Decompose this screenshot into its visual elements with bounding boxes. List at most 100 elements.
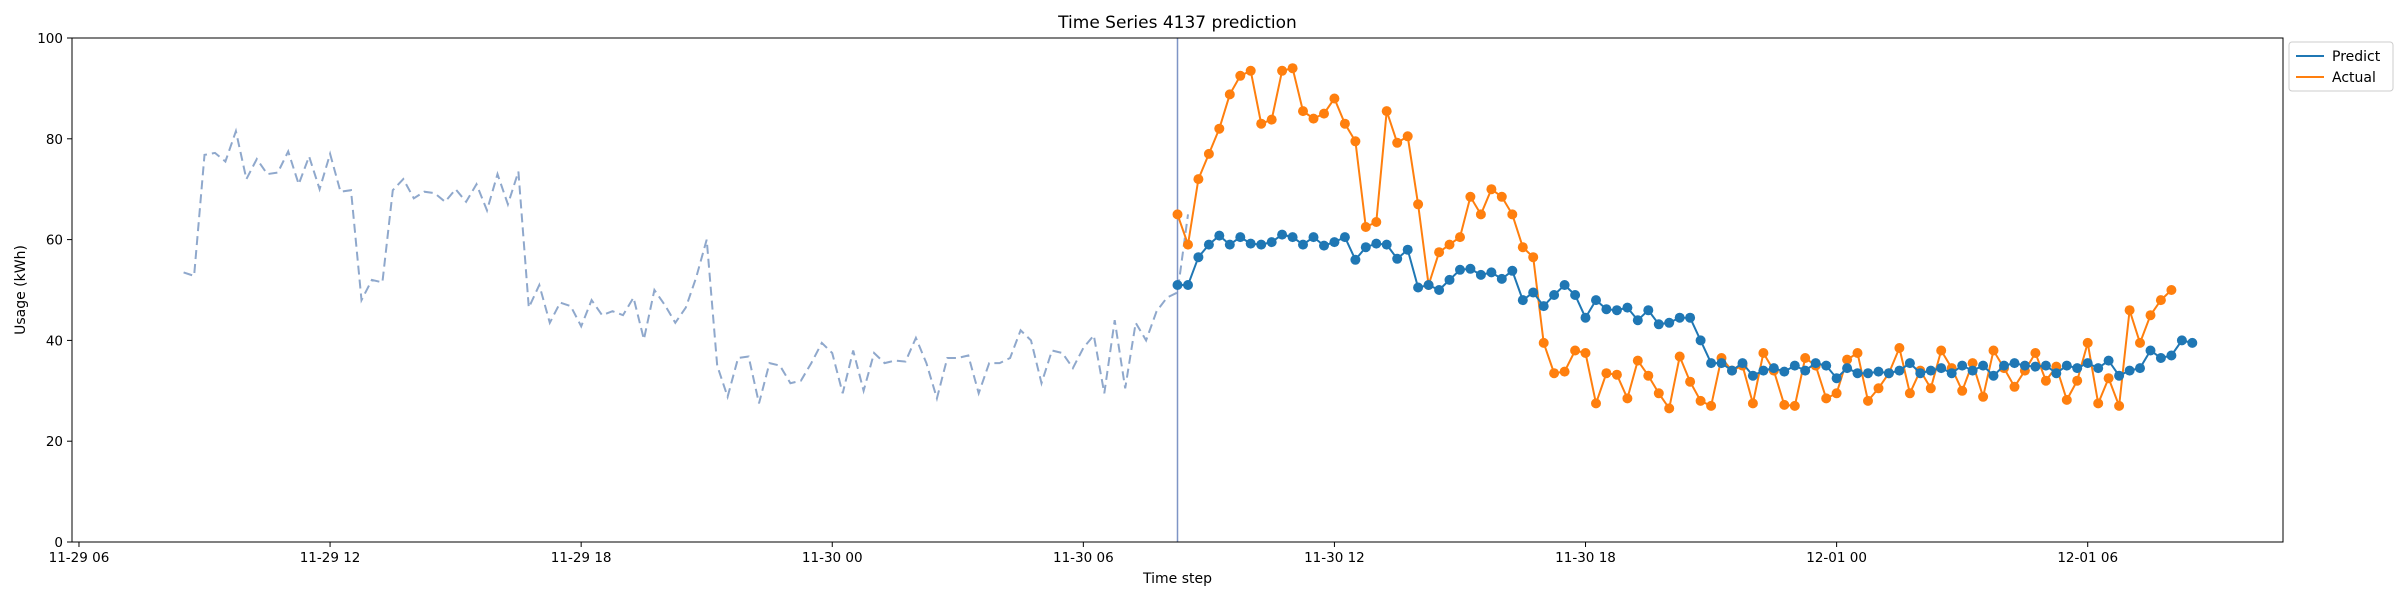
actual-point bbox=[1601, 368, 1612, 379]
predict-point bbox=[1360, 242, 1371, 253]
actual-point bbox=[1266, 114, 1277, 125]
actual-point bbox=[1371, 217, 1382, 227]
predict-point bbox=[1988, 370, 1999, 381]
predict-point bbox=[1277, 229, 1288, 240]
predict-point bbox=[1737, 358, 1748, 369]
predict-point bbox=[2166, 350, 2177, 361]
actual-point bbox=[1988, 345, 1999, 356]
actual-point bbox=[1224, 89, 1235, 100]
predict-point bbox=[1203, 239, 1214, 250]
chart-title: Time Series 4137 prediction bbox=[1057, 13, 1297, 33]
actual-point bbox=[1538, 337, 1549, 348]
predict-point bbox=[2082, 358, 2093, 369]
actual-point bbox=[2093, 398, 2104, 409]
y-tick-label: 80 bbox=[46, 132, 63, 148]
actual-point bbox=[2030, 348, 2041, 358]
y-tick-label: 60 bbox=[46, 233, 63, 249]
actual-point bbox=[1559, 366, 1570, 377]
predict-point bbox=[2176, 335, 2187, 346]
predict-point bbox=[1570, 290, 1581, 300]
actual-point bbox=[1203, 148, 1214, 159]
actual-point bbox=[2114, 400, 2125, 411]
predict-point bbox=[1852, 368, 1863, 379]
predict-point bbox=[2124, 365, 2135, 376]
actual-point bbox=[1193, 174, 1204, 185]
predict-point bbox=[1549, 290, 1560, 300]
history-series-line bbox=[183, 127, 1189, 404]
predict-point bbox=[2155, 353, 2166, 363]
y-tick-label: 20 bbox=[46, 434, 63, 450]
predict-point bbox=[1444, 274, 1455, 285]
actual-point bbox=[1319, 108, 1329, 119]
actual-point bbox=[1517, 242, 1528, 253]
predict-point bbox=[1758, 365, 1769, 376]
predict-point bbox=[1842, 363, 1853, 374]
predict-point bbox=[1172, 280, 1183, 290]
actual-point bbox=[1235, 70, 1246, 81]
y-axis-label: Usage (kWh) bbox=[13, 245, 29, 335]
actual-point bbox=[1685, 376, 1696, 387]
predict-point bbox=[1496, 273, 1507, 284]
predict-point bbox=[1821, 360, 1832, 371]
actual-point bbox=[1496, 191, 1507, 202]
x-tick-label: 11-29 06 bbox=[49, 550, 110, 566]
actual-point bbox=[2135, 337, 2145, 348]
x-tick-label: 11-29 12 bbox=[300, 550, 361, 566]
predict-point bbox=[1308, 232, 1319, 243]
actual-point bbox=[1528, 252, 1539, 263]
actual-point bbox=[2082, 337, 2093, 348]
actual-point bbox=[1580, 348, 1591, 358]
predict-point bbox=[1298, 239, 1308, 250]
x-axis-ticks: 11-29 06 11-29 12 11-29 18 11-30 00 11-30 06… bbox=[49, 542, 2118, 566]
actual-point bbox=[1413, 199, 1424, 210]
actual-point bbox=[2124, 305, 2135, 316]
actual-point bbox=[1329, 93, 1340, 104]
predict-point bbox=[1329, 237, 1340, 248]
actual-point bbox=[1183, 239, 1193, 250]
actual-point bbox=[1800, 353, 1811, 363]
actual-point bbox=[1308, 113, 1319, 124]
predict-point bbox=[1256, 239, 1267, 250]
predict-point bbox=[1863, 368, 1873, 379]
actual-point bbox=[1549, 368, 1560, 379]
predict-point bbox=[1559, 280, 1570, 290]
predict-point bbox=[1339, 232, 1350, 243]
predict-point bbox=[2072, 363, 2083, 374]
actual-point bbox=[1486, 184, 1497, 195]
predict-point bbox=[1224, 239, 1235, 250]
predict-point bbox=[1507, 265, 1518, 276]
predict-point bbox=[2040, 360, 2051, 371]
actual-point bbox=[1350, 136, 1361, 147]
predict-point bbox=[1747, 370, 1758, 381]
actual-point bbox=[1978, 391, 1989, 402]
actual-point bbox=[1936, 345, 1947, 356]
actual-point bbox=[1957, 385, 1968, 396]
predict-point bbox=[1999, 360, 2009, 371]
predict-point bbox=[1423, 280, 1434, 290]
predict-point bbox=[1706, 358, 1717, 369]
predict-point bbox=[2009, 358, 2020, 369]
predict-point bbox=[1591, 295, 1601, 306]
predict-point bbox=[1946, 368, 1957, 379]
predict-point bbox=[1768, 363, 1779, 374]
predict-point bbox=[1643, 305, 1654, 316]
x-tick-label: 11-30 18 bbox=[1555, 550, 1616, 566]
y-axis-ticks: 0 20 40 60 80 100 bbox=[37, 31, 72, 551]
legend: Predict Actual bbox=[2288, 41, 2394, 92]
actual-point bbox=[2061, 394, 2072, 405]
actual-point bbox=[1904, 388, 1915, 399]
plot-frame bbox=[71, 37, 2284, 543]
actual-point bbox=[1789, 400, 1800, 411]
predict-point bbox=[1632, 315, 1643, 326]
predict-point bbox=[1674, 312, 1685, 323]
actual-point bbox=[1611, 369, 1622, 380]
actual-point bbox=[1475, 209, 1486, 220]
predict-point bbox=[1831, 373, 1842, 384]
predict-point bbox=[1978, 360, 1989, 371]
predict-point bbox=[1350, 254, 1361, 265]
actual-point bbox=[1779, 399, 1790, 410]
actual-point bbox=[1695, 395, 1706, 406]
predict-point bbox=[2030, 361, 2041, 372]
actual-point bbox=[1653, 388, 1664, 399]
